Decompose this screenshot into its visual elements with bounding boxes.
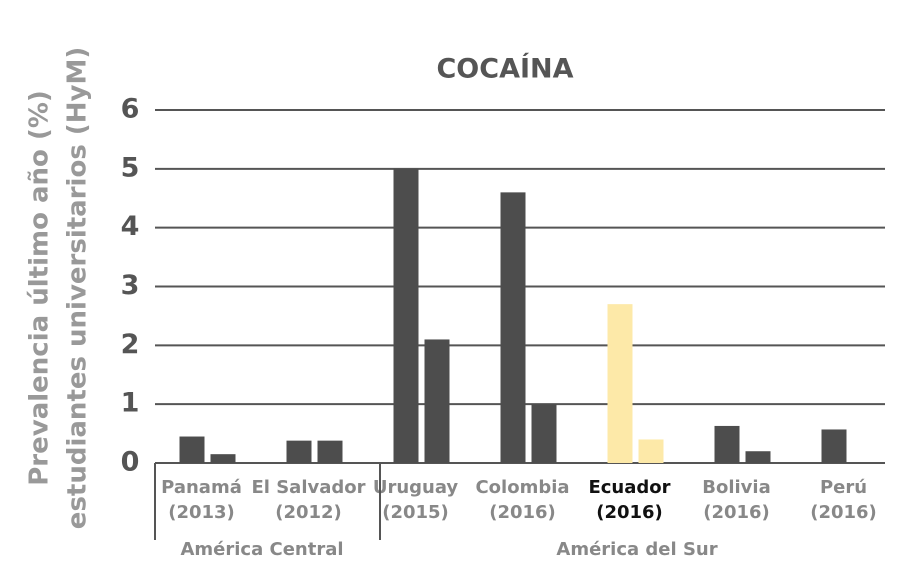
bar: [607, 304, 633, 463]
group-label: América del Sur: [556, 539, 717, 560]
y-axis-label: estudiantes universitarios (HyM): [63, 47, 93, 529]
x-tick-label: Perú: [820, 477, 867, 498]
x-tick-label: (2013): [168, 502, 235, 523]
y-axis-label: Prevalencia último año (%): [25, 90, 55, 486]
x-tick-label: Ecuador: [588, 477, 670, 498]
bar: [393, 168, 419, 464]
x-tick-label: (2012): [275, 502, 342, 523]
x-tick-label: El Salvador: [251, 477, 365, 498]
chart-title: COCAÍNA: [436, 53, 573, 85]
y-tick-label: 4: [121, 211, 140, 242]
y-tick-label: 1: [121, 388, 140, 419]
x-tick-label: (2016): [810, 502, 877, 523]
group-label: América Central: [180, 539, 343, 560]
x-tick-label: (2015): [382, 502, 449, 523]
y-tick-label: 2: [121, 329, 140, 360]
x-tick-label: Uruguay: [373, 477, 459, 498]
bar: [179, 436, 205, 463]
bar: [638, 439, 664, 463]
x-tick-label: Bolivia: [702, 477, 770, 498]
bar: [714, 425, 740, 463]
bar: [531, 404, 557, 463]
x-tick-label: (2016): [596, 502, 663, 523]
bar: [821, 429, 847, 463]
y-tick-label: 3: [121, 270, 140, 301]
y-tick-label: 5: [121, 152, 140, 183]
bar: [745, 451, 771, 463]
bar: [286, 440, 312, 463]
x-tick-label: Panamá: [161, 477, 242, 498]
bar: [424, 339, 450, 463]
bar: [500, 192, 526, 463]
bar: [210, 454, 236, 463]
x-tick-label: (2016): [703, 502, 770, 523]
y-tick-label: 0: [121, 447, 140, 478]
y-tick-label: 6: [121, 94, 140, 125]
bar: [317, 440, 343, 463]
x-tick-label: Colombia: [475, 477, 569, 498]
x-tick-label: (2016): [489, 502, 556, 523]
